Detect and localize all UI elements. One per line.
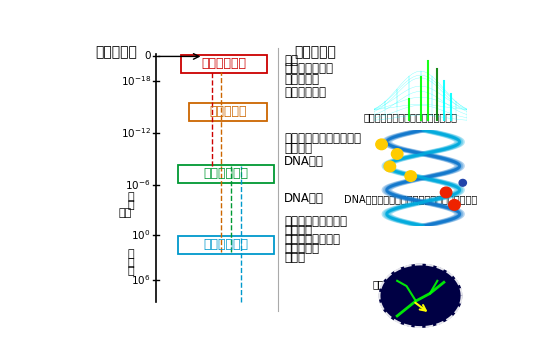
- Text: 化学的過程: 化学的過程: [209, 105, 247, 119]
- Text: DNA損傷における放射線の直接作用と間接作用: DNA損傷における放射線の直接作用と間接作用: [343, 194, 477, 204]
- Text: 物理学的過程: 物理学的過程: [201, 57, 247, 70]
- Text: 粒子線の線量付与空間分布の可視化: 粒子線の線量付与空間分布の可視化: [363, 112, 457, 122]
- Text: $10^{0}$: $10^{0}$: [131, 228, 151, 241]
- Text: 遺伝的影響: 遺伝的影響: [284, 242, 319, 255]
- Text: 月: 月: [128, 257, 134, 268]
- Ellipse shape: [379, 265, 461, 327]
- Text: 生化学的過程: 生化学的過程: [203, 167, 249, 180]
- Text: 放射線作用: 放射線作用: [294, 46, 336, 59]
- Text: 生体分子とラジカル反応: 生体分子とラジカル反応: [284, 132, 361, 145]
- Text: 細胞の回復・細胞死: 細胞の回復・細胞死: [284, 215, 347, 228]
- Text: 腫瘍内の低酸素領域の可視化: 腫瘍内の低酸素領域の可視化: [372, 279, 449, 289]
- Text: ラジカル形成: ラジカル形成: [284, 85, 326, 99]
- Text: $10^{-18}$: $10^{-18}$: [121, 74, 151, 88]
- Text: 分: 分: [128, 200, 134, 210]
- Text: 年: 年: [128, 266, 134, 276]
- Text: $10^{-12}$: $10^{-12}$: [121, 126, 151, 140]
- Text: DNA損傷: DNA損傷: [284, 155, 324, 168]
- Circle shape: [384, 161, 396, 172]
- Text: 生物学的過程: 生物学的過程: [203, 239, 249, 251]
- Text: $10^{-6}$: $10^{-6}$: [125, 178, 151, 192]
- Text: $10^{6}$: $10^{6}$: [131, 273, 151, 287]
- Circle shape: [459, 179, 466, 186]
- Text: 酸素効果: 酸素効果: [284, 142, 312, 155]
- Text: 発がん: 発がん: [284, 251, 305, 263]
- Text: 照射: 照射: [284, 54, 298, 67]
- FancyBboxPatch shape: [178, 165, 274, 183]
- Text: エネルギー付与: エネルギー付与: [284, 62, 333, 75]
- Text: 日: 日: [128, 249, 134, 259]
- Text: 組織障害・個体死: 組織障害・個体死: [284, 233, 340, 246]
- FancyBboxPatch shape: [189, 103, 268, 121]
- Text: DNA修復: DNA修復: [284, 192, 324, 205]
- Text: 電離・励起: 電離・励起: [284, 73, 319, 86]
- Text: 再酸素化: 再酸素化: [284, 224, 312, 237]
- FancyBboxPatch shape: [180, 55, 268, 73]
- Circle shape: [391, 149, 403, 159]
- Text: 0: 0: [144, 51, 151, 62]
- Circle shape: [405, 171, 417, 181]
- Circle shape: [441, 187, 452, 198]
- Circle shape: [376, 139, 387, 150]
- FancyBboxPatch shape: [178, 236, 274, 254]
- Text: 時間: 時間: [118, 208, 131, 218]
- Text: 秒: 秒: [128, 192, 134, 202]
- Text: 時間（秒）: 時間（秒）: [96, 46, 137, 59]
- Circle shape: [449, 200, 460, 210]
